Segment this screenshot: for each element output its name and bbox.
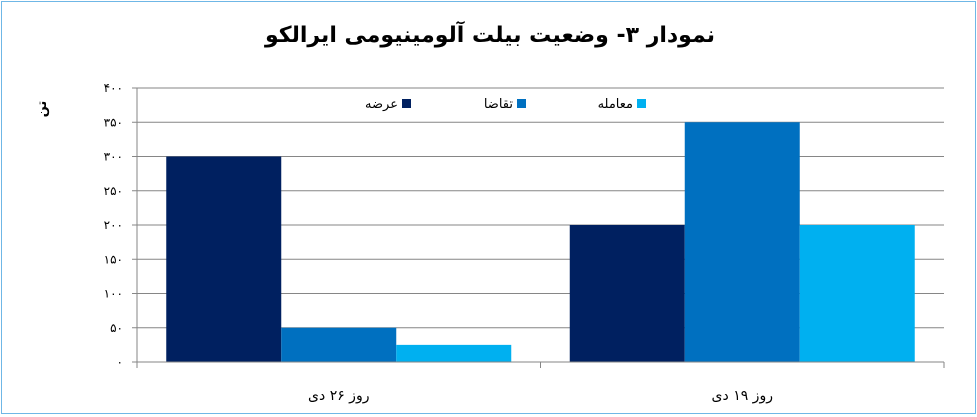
legend-swatch xyxy=(517,99,526,108)
y-tick-label: ۰ xyxy=(117,355,123,369)
axes xyxy=(136,88,945,368)
legend: عرضه تقاضا معامله xyxy=(365,97,646,112)
bar-معامله-2 xyxy=(799,225,915,362)
x-tick-labels: روز ۲۶ دی روز ۱۹ دی xyxy=(308,388,773,404)
y-axis-label: تن xyxy=(35,101,50,118)
y-tick-labels: ۰ ۵۰ ۱۰۰ ۱۵۰ ۲۰۰ ۲۵۰ ۳۰۰ ۳۵۰ ۴۰۰ xyxy=(104,81,123,369)
bar-عرضه-2 xyxy=(569,225,685,362)
bar-معامله-1 xyxy=(396,344,512,362)
bar-عرضه-1 xyxy=(166,156,282,362)
legend-label: عرضه xyxy=(365,97,398,112)
bar-تقاضا-2 xyxy=(684,122,800,362)
legend-label: تقاضا xyxy=(484,97,514,112)
bars xyxy=(166,122,915,362)
bar-تقاضا-1 xyxy=(281,327,397,362)
y-tick-label: ۵۰ xyxy=(110,321,123,335)
chart-title: نمودار ۳- وضعیت بیلت آلومینیومی ایرالکو xyxy=(264,20,715,48)
y-tick-label: ۲۵۰ xyxy=(104,184,123,198)
x-tick-label: روز ۲۶ دی xyxy=(308,388,369,404)
y-tick-label: ۱۵۰ xyxy=(104,252,123,266)
x-tick-label: روز ۱۹ دی xyxy=(712,388,773,404)
y-tick-label: ۳۰۰ xyxy=(104,150,123,164)
y-tick-label: ۳۵۰ xyxy=(104,115,123,129)
y-tick-label: ۴۰۰ xyxy=(104,81,123,95)
legend-swatch xyxy=(402,99,411,108)
legend-swatch xyxy=(637,99,646,108)
y-tick-label: ۲۰۰ xyxy=(104,218,123,232)
legend-label: معامله xyxy=(598,97,633,112)
y-tick-label: ۱۰۰ xyxy=(104,287,123,301)
